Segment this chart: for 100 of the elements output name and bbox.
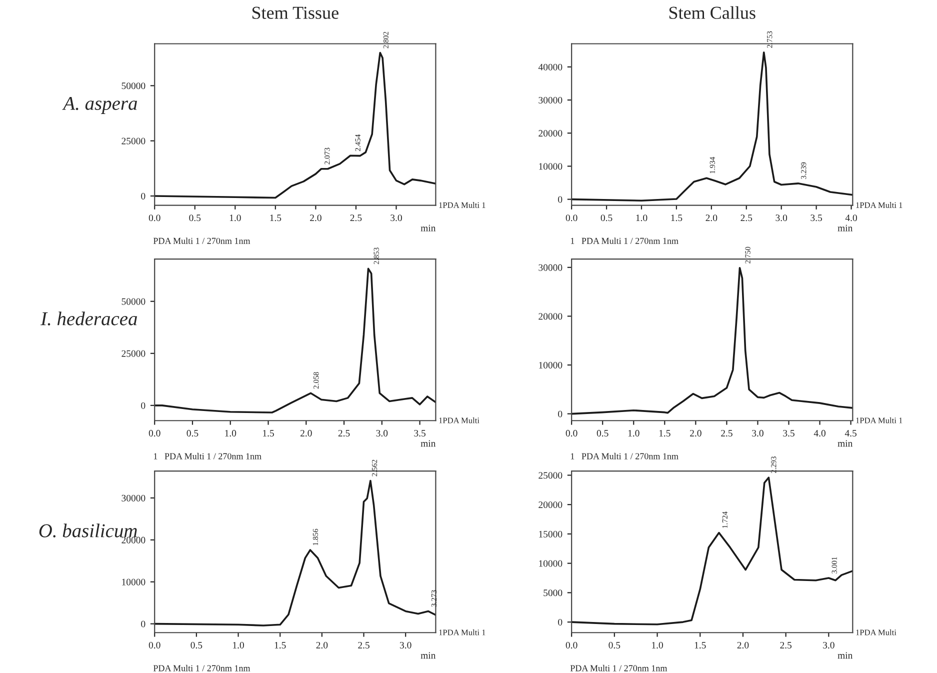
line-series: [154, 480, 436, 626]
x-tick-label: 0.0: [148, 430, 160, 437]
x-tick-label: 2.5: [358, 642, 370, 649]
text: 1PDA Multi: [439, 417, 480, 424]
y-tick-label: 0: [558, 196, 562, 203]
x-axis-title: min: [420, 224, 436, 232]
text: PDA Multi 1 / 270nm 1nm: [153, 238, 250, 244]
x-axis-title: min: [420, 652, 436, 659]
x-tick-label: 3.0: [823, 642, 834, 649]
line-series: [572, 266, 853, 415]
y-tick-label: 50000: [122, 82, 146, 90]
text: 1PDA Multi: [856, 629, 896, 636]
y-tick-label: 50000: [122, 298, 146, 305]
y-axis-title: A. aspera: [62, 96, 138, 114]
x-tick-label: 1.5: [659, 430, 670, 437]
x-tick-label: 2.0: [690, 430, 702, 437]
x-tick-label: 0.0: [566, 214, 578, 222]
x-tick-label: 4.0: [814, 430, 826, 437]
y-tick-label: 30000: [538, 264, 562, 271]
y-tick-label: 40000: [538, 64, 562, 70]
y-tick-label: 15000: [539, 530, 562, 538]
x-tick-label: 0.0: [566, 642, 578, 649]
y-tick-label: 30000: [538, 96, 562, 104]
x-tick-label: 1.5: [274, 642, 286, 649]
y-tick-label: 10000: [122, 578, 146, 586]
x-tick-label: 0.5: [600, 214, 612, 222]
x-tick-label: 2.5: [338, 430, 350, 437]
x-tick-label: 3.0: [376, 430, 388, 437]
x-tick-label: 2.5: [740, 214, 752, 222]
y-tick-label: 20000: [538, 130, 562, 137]
y-tick-label: 0: [141, 402, 146, 409]
x-tick-label: 0.5: [189, 214, 201, 222]
x-tick-label: 1.0: [233, 642, 244, 649]
text: 1 PDA Multi 1 / 270nm 1nm: [154, 452, 262, 460]
x-tick-label: 1.0: [628, 430, 640, 437]
x-tick-label: 1.0: [652, 642, 663, 649]
x-tick-label: 0.0: [148, 642, 160, 649]
x-tick-label: 1.5: [671, 214, 682, 222]
line-series: [154, 268, 436, 414]
x-tick-label: 2.0: [310, 214, 322, 222]
x-tick-label: 3.5: [414, 430, 426, 437]
x-tick-label: 0.0: [148, 214, 160, 222]
text: 1PDA Multi 1: [856, 417, 902, 424]
y-tick-label: 20000: [538, 501, 562, 508]
y-axis-title: O. basilicum: [39, 524, 137, 538]
y-axis-title: I. hederacea: [40, 312, 137, 326]
x-tick-label: 1.0: [230, 214, 241, 222]
x-axis-title: min: [838, 224, 853, 232]
text: 1 PDA Multi 1 / 270nm 1nm: [570, 238, 678, 244]
x-axis-title: min: [420, 440, 436, 447]
y-tick-label: 10000: [539, 362, 562, 368]
x-tick-label: 2.0: [316, 642, 328, 649]
x-tick-label: 0.5: [608, 642, 620, 649]
y-tick-label: 0: [141, 192, 146, 200]
y-tick-label: 10000: [539, 163, 562, 170]
y-tick-label: 25000: [122, 350, 146, 357]
y-tick-label: 20000: [538, 313, 562, 320]
x-tick-label: 0.5: [596, 430, 608, 437]
text: 1 PDA Multi 1 / 270nm 1nm: [570, 452, 678, 460]
x-tick-label: 0.5: [190, 642, 202, 649]
x-tick-label: 1.0: [636, 214, 648, 222]
x-tick-label: 2.5: [721, 430, 732, 437]
text: 1PDA Multi 1: [856, 202, 902, 208]
x-tick-label: 4.0: [845, 214, 857, 222]
x-tick-label: 1.5: [263, 430, 274, 437]
x-tick-label: 3.0: [752, 430, 764, 437]
y-tick-label: 10000: [539, 560, 562, 567]
text: PDA Multi 1 / 270nm 1nm: [570, 664, 668, 672]
x-axis-title: min: [838, 440, 853, 447]
x-tick-label: 3.5: [810, 214, 822, 222]
x-tick-label: 4.5: [844, 430, 857, 437]
x-tick-label: 1.0: [225, 430, 236, 437]
y-tick-label: 5000: [544, 590, 562, 596]
line-series: [154, 52, 436, 199]
text: 1PDA Multi 1: [439, 202, 486, 208]
x-tick-label: 2.0: [300, 430, 312, 437]
x-tick-label: 3.0: [776, 214, 788, 222]
line-series: [572, 476, 853, 626]
x-tick-label: 3.0: [400, 642, 412, 649]
x-tick-label: 1.5: [270, 214, 282, 222]
text: 1PDA Multi 1: [439, 629, 486, 636]
y-tick-label: 0: [558, 410, 562, 418]
x-axis-title: min: [838, 652, 853, 659]
x-tick-label: 2.5: [350, 214, 362, 222]
y-tick-label: 20000: [122, 536, 146, 544]
line-series: [572, 51, 853, 202]
y-tick-label: 30000: [122, 494, 146, 502]
y-tick-label: 0: [558, 618, 562, 626]
chart-title: Stem Callus: [669, 6, 756, 19]
x-tick-label: 3.5: [783, 430, 794, 437]
y-tick-label: 25000: [538, 472, 562, 479]
chart-title: Stem Tissue: [252, 6, 338, 19]
text: PDA Multi 1 / 270nm 1nm: [153, 664, 250, 672]
x-tick-label: 2.0: [706, 214, 718, 222]
y-tick-label: 25000: [122, 138, 146, 144]
x-tick-label: 0.5: [186, 430, 198, 437]
x-tick-label: 2.0: [737, 642, 749, 649]
x-tick-label: 1.5: [694, 642, 706, 649]
x-tick-label: 3.0: [390, 214, 402, 222]
y-tick-label: 0: [141, 620, 146, 628]
